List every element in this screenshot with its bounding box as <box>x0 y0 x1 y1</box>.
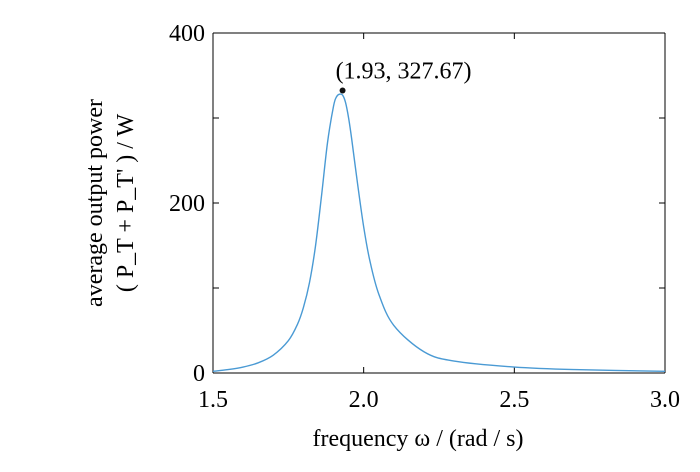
series-line <box>212 93 666 372</box>
y-axis-title-line2: ( P_T + P_T' ) / W <box>113 113 139 292</box>
y-axis-title-line1: average output power <box>82 99 108 307</box>
tick-labels: 1.5 2.0 2.5 3.0 0 200 400 <box>169 21 680 413</box>
y-tick-label: 400 <box>169 21 205 47</box>
x-tick-label: 2.0 <box>349 387 379 413</box>
peak-annotation: (1.93, 327.67) <box>336 58 472 84</box>
y-tick-label: 200 <box>169 191 205 217</box>
y-tick-label: 0 <box>193 361 205 387</box>
x-tick-label: 3.0 <box>650 387 680 413</box>
peak-marker <box>339 87 346 94</box>
ticks <box>212 32 666 374</box>
x-tick-label: 2.5 <box>499 387 529 413</box>
x-axis-title: frequency ω / (rad / s) <box>312 426 523 452</box>
x-tick-label: 1.5 <box>198 387 228 413</box>
